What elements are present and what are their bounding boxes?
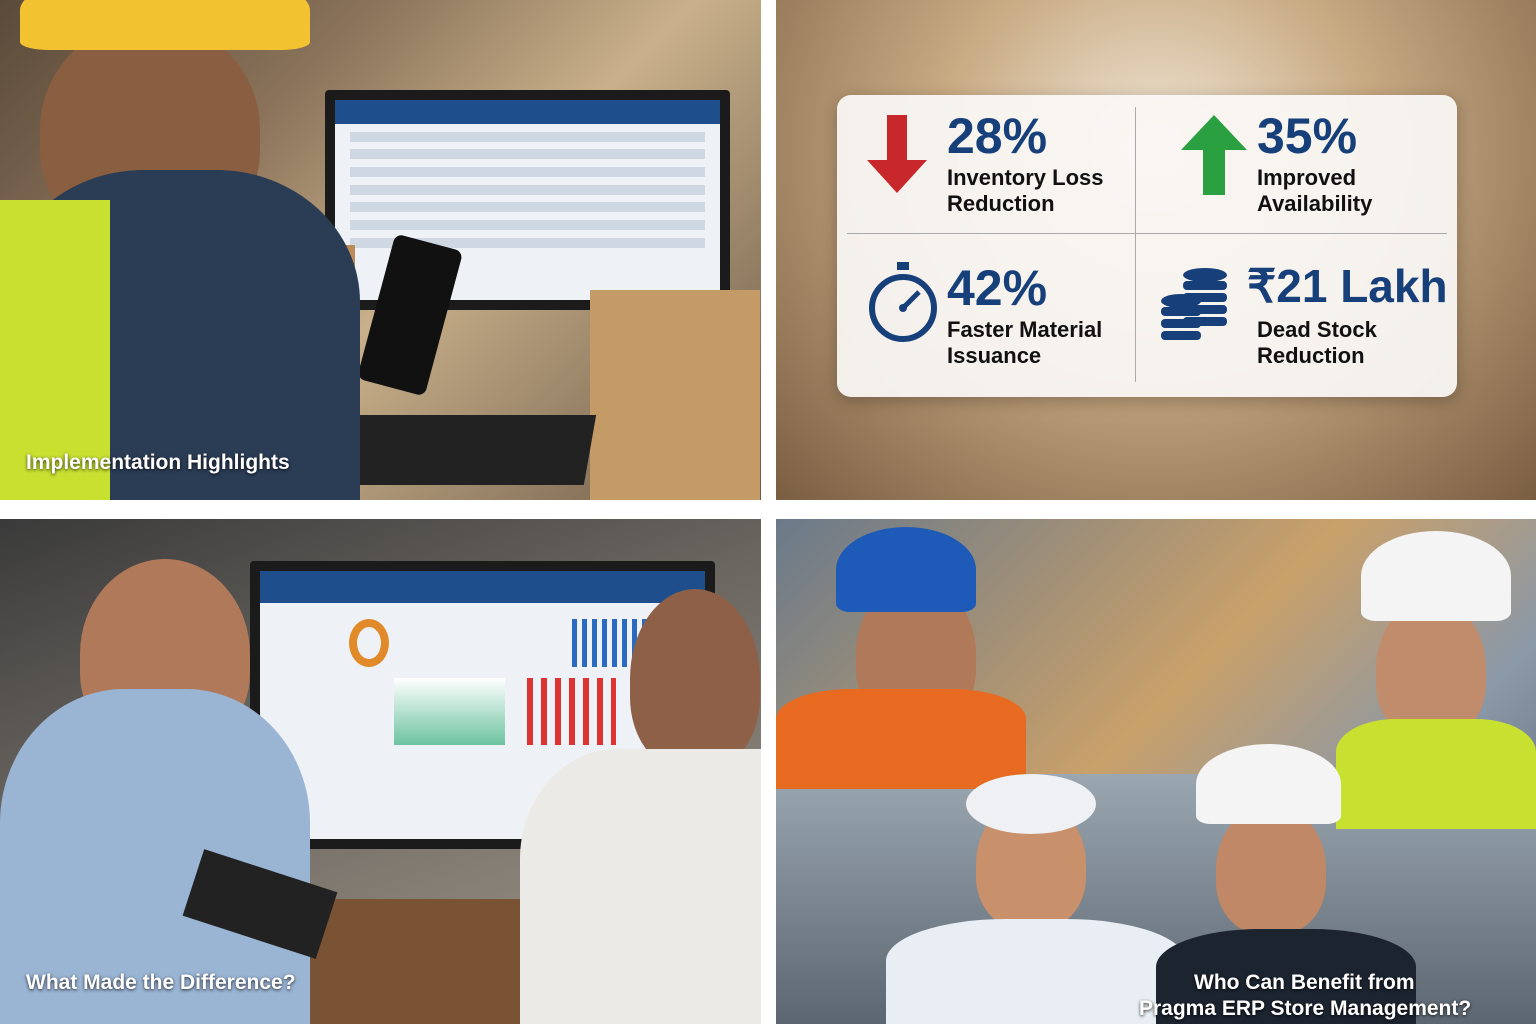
stat-value: 35% [1257, 108, 1358, 164]
stat-value: 42% [947, 260, 1048, 316]
supervisor-face [1216, 804, 1326, 934]
stat-availability: 35% Improved Availability [1147, 95, 1457, 245]
divider [847, 233, 1447, 234]
stat-dead-stock: ₹21 Lakh Dead Stock Reduction [1147, 247, 1457, 397]
panel-caption: What Made the Difference? [26, 971, 296, 994]
results-panel: 28% Inventory Loss Reduction 35% Improve… [776, 0, 1536, 500]
stat-label: Faster Material Issuance [947, 317, 1103, 368]
stat-label: Dead Stock Reduction [1257, 317, 1377, 368]
divider [1135, 107, 1136, 382]
stat-value: ₹21 Lakh [1247, 260, 1448, 312]
implementation-highlights-photo: Implementation Highlights [0, 0, 761, 500]
donut-chart [349, 619, 390, 668]
stat-material-issuance: 42% Faster Material Issuance [837, 247, 1147, 397]
white-hard-hat [1196, 744, 1341, 824]
hard-hat [20, 0, 310, 50]
colleague-head [630, 589, 760, 769]
cardboard-box [590, 290, 760, 500]
stat-label: Improved Availability [1257, 165, 1373, 216]
keyboard [328, 415, 597, 485]
results-stats-card: 28% Inventory Loss Reduction 35% Improve… [837, 95, 1457, 397]
lab-coat [886, 919, 1186, 1024]
arrow-down-icon [867, 115, 927, 193]
hair-net [966, 774, 1096, 834]
erp-monitor [325, 90, 730, 310]
man-shirt [0, 689, 310, 1024]
stat-value: 28% [947, 108, 1048, 164]
panel-caption-line2: Pragma ERP Store Management? [1139, 997, 1472, 1020]
white-hard-hat [1361, 531, 1511, 621]
stat-inventory-loss: 28% Inventory Loss Reduction [837, 95, 1147, 245]
panel-caption-line1: Who Can Benefit from [1194, 971, 1415, 994]
arrow-up-icon [1181, 115, 1247, 195]
beneficiaries-photo: Who Can Benefit from Pragma ERP Store Ma… [776, 519, 1536, 1024]
bar-chart [527, 678, 616, 746]
desk [300, 899, 540, 1024]
area-chart [393, 678, 505, 746]
blue-hard-hat [836, 527, 976, 612]
stat-label: Inventory Loss Reduction [947, 165, 1104, 216]
supervisor-jacket [1156, 929, 1416, 1024]
engineer-face [1376, 599, 1486, 739]
safety-vest [0, 200, 110, 500]
orange-vest [776, 689, 1026, 789]
panel-caption: Implementation Highlights [26, 451, 290, 474]
what-made-difference-photo: What Made the Difference? [0, 519, 761, 1024]
safety-vest [1336, 719, 1536, 829]
stopwatch-icon [869, 262, 937, 342]
colleague-shirt [520, 749, 761, 1024]
coins-icon [1161, 268, 1227, 340]
